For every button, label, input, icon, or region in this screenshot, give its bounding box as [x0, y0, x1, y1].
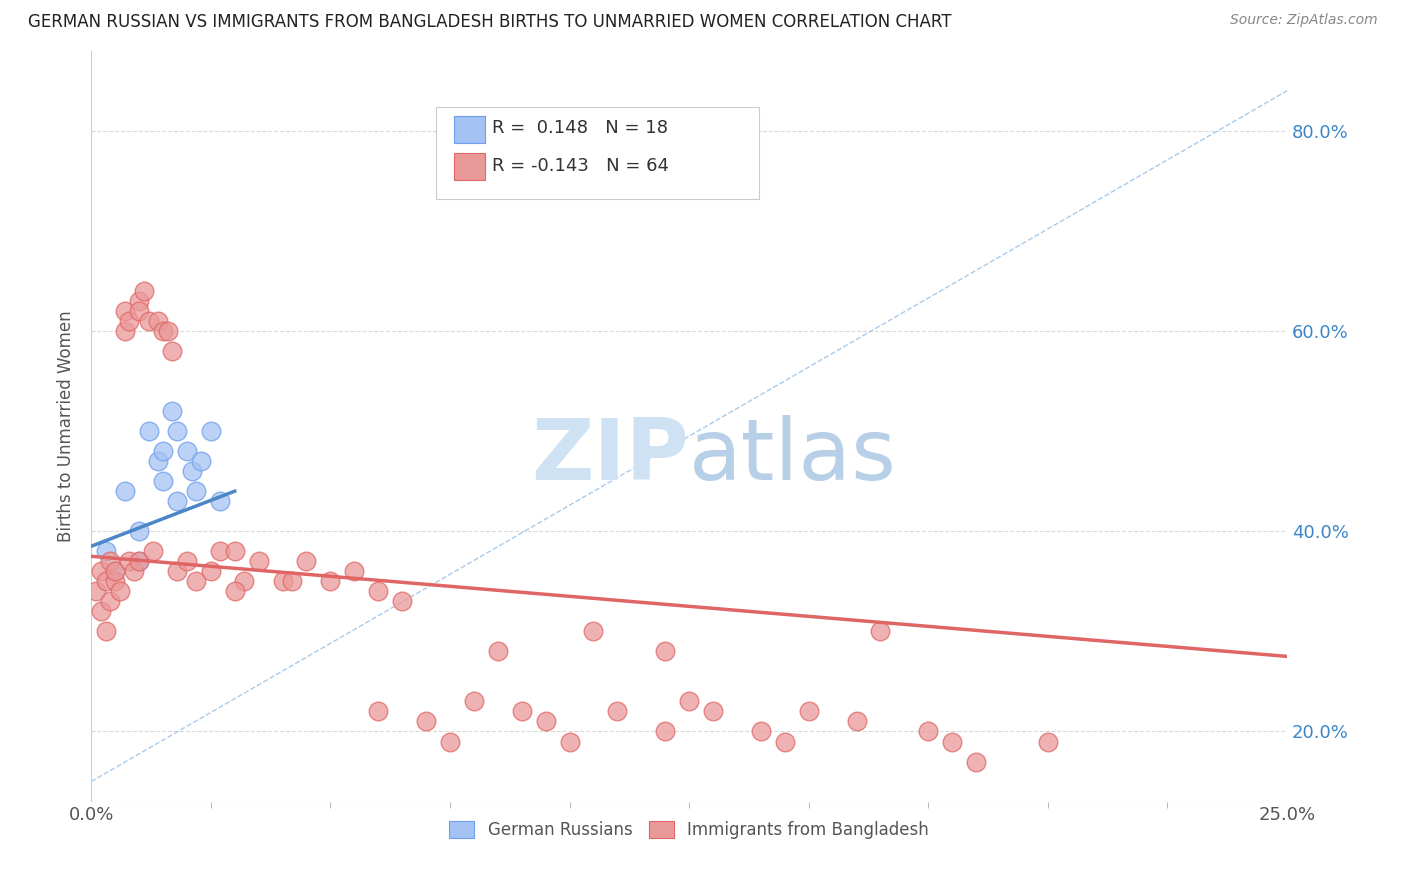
Point: [606, 705, 628, 719]
Point: [1036, 734, 1059, 748]
Point: [166, 564, 188, 578]
Point: [281, 574, 304, 589]
Point: [128, 554, 150, 568]
Point: [166, 424, 188, 438]
Point: [463, 694, 485, 708]
Point: [200, 424, 222, 438]
Point: [582, 624, 605, 639]
Point: [797, 705, 820, 719]
Point: [90, 604, 112, 618]
Point: [114, 304, 136, 318]
Point: [94, 624, 117, 639]
Point: [367, 705, 389, 719]
Point: [486, 644, 509, 658]
Point: [138, 314, 160, 328]
Point: [156, 324, 179, 338]
Point: [654, 644, 676, 658]
Point: [132, 284, 155, 298]
Point: [224, 544, 246, 558]
Point: [104, 564, 127, 578]
Point: [941, 734, 963, 748]
Point: [558, 734, 581, 748]
Point: [295, 554, 318, 568]
Point: [534, 714, 557, 729]
Point: [510, 705, 533, 719]
Point: [180, 464, 202, 478]
Text: R = -0.143   N = 64: R = -0.143 N = 64: [492, 157, 669, 175]
Point: [200, 564, 222, 578]
Text: ZIP: ZIP: [531, 415, 689, 498]
Point: [152, 444, 174, 458]
Point: [209, 494, 232, 508]
Point: [98, 554, 121, 568]
Point: [94, 574, 117, 589]
Point: [162, 344, 184, 359]
Point: [162, 404, 184, 418]
Point: [128, 304, 150, 318]
Point: [917, 724, 939, 739]
Point: [114, 324, 136, 338]
Point: [749, 724, 772, 739]
Text: Source: ZipAtlas.com: Source: ZipAtlas.com: [1230, 13, 1378, 28]
Point: [271, 574, 294, 589]
Point: [209, 544, 232, 558]
Point: [186, 484, 208, 499]
Point: [128, 293, 150, 308]
Text: R =  0.148   N = 18: R = 0.148 N = 18: [492, 120, 668, 137]
Point: [138, 424, 160, 438]
Point: [94, 544, 117, 558]
Point: [152, 474, 174, 488]
Point: [439, 734, 461, 748]
Text: atlas: atlas: [689, 415, 897, 498]
Point: [146, 314, 169, 328]
Y-axis label: Births to Unmarried Women: Births to Unmarried Women: [58, 310, 75, 542]
Point: [84, 584, 107, 599]
Point: [118, 314, 141, 328]
Point: [128, 524, 150, 539]
Point: [233, 574, 256, 589]
Point: [845, 714, 868, 729]
Point: [367, 584, 389, 599]
Point: [104, 564, 127, 578]
Point: [247, 554, 270, 568]
Point: [190, 454, 212, 468]
Point: [319, 574, 342, 589]
Point: [343, 564, 366, 578]
Point: [146, 454, 169, 468]
Point: [114, 484, 136, 499]
Text: GERMAN RUSSIAN VS IMMIGRANTS FROM BANGLADESH BIRTHS TO UNMARRIED WOMEN CORRELATI: GERMAN RUSSIAN VS IMMIGRANTS FROM BANGLA…: [28, 13, 952, 31]
Point: [186, 574, 208, 589]
Point: [128, 554, 150, 568]
Point: [142, 544, 165, 558]
Point: [152, 324, 174, 338]
Point: [869, 624, 891, 639]
Point: [654, 724, 676, 739]
Point: [166, 494, 188, 508]
Point: [118, 554, 141, 568]
Point: [104, 574, 127, 589]
Point: [122, 564, 145, 578]
Point: [965, 755, 987, 769]
Point: [98, 594, 121, 608]
Point: [773, 734, 796, 748]
Point: [678, 694, 700, 708]
Point: [90, 564, 112, 578]
Point: [391, 594, 413, 608]
Legend: German Russians, Immigrants from Bangladesh: German Russians, Immigrants from Banglad…: [443, 814, 936, 846]
Point: [415, 714, 437, 729]
Point: [108, 584, 131, 599]
Point: [702, 705, 724, 719]
Point: [224, 584, 246, 599]
Point: [176, 554, 198, 568]
Point: [176, 444, 198, 458]
